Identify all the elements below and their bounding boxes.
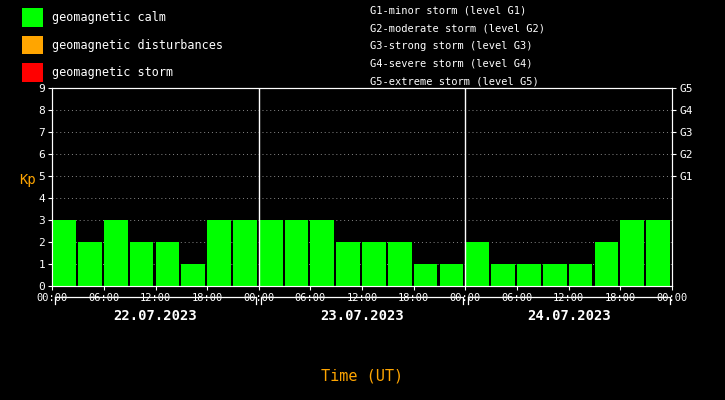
Bar — [181, 264, 205, 286]
Bar — [568, 264, 592, 286]
Bar — [130, 242, 154, 286]
Bar — [517, 264, 541, 286]
Bar — [465, 242, 489, 286]
Text: geomagnetic storm: geomagnetic storm — [51, 66, 173, 79]
Bar — [646, 220, 670, 286]
Text: G2-moderate storm (level G2): G2-moderate storm (level G2) — [370, 23, 544, 33]
Bar — [207, 220, 231, 286]
Text: 22.07.2023: 22.07.2023 — [114, 308, 197, 322]
Bar — [22, 8, 43, 27]
Bar — [621, 220, 644, 286]
Bar — [672, 220, 696, 286]
Text: 23.07.2023: 23.07.2023 — [320, 308, 404, 322]
Bar — [104, 220, 128, 286]
Bar — [543, 264, 567, 286]
Bar — [414, 264, 437, 286]
Bar — [285, 220, 308, 286]
Bar — [259, 220, 283, 286]
Bar — [22, 63, 43, 82]
Bar — [78, 242, 102, 286]
Bar — [233, 220, 257, 286]
Text: G3-strong storm (level G3): G3-strong storm (level G3) — [370, 41, 532, 51]
Bar — [336, 242, 360, 286]
Text: 24.07.2023: 24.07.2023 — [527, 308, 610, 322]
Text: G5-extreme storm (level G5): G5-extreme storm (level G5) — [370, 76, 539, 86]
Bar — [594, 242, 618, 286]
Y-axis label: Kp: Kp — [19, 173, 36, 187]
Bar — [362, 242, 386, 286]
Text: Time (UT): Time (UT) — [321, 368, 403, 384]
Bar — [155, 242, 179, 286]
Text: G4-severe storm (level G4): G4-severe storm (level G4) — [370, 58, 532, 68]
Bar — [22, 36, 43, 54]
Text: geomagnetic calm: geomagnetic calm — [51, 11, 166, 24]
Bar — [388, 242, 412, 286]
Text: geomagnetic disturbances: geomagnetic disturbances — [51, 38, 223, 52]
Bar — [439, 264, 463, 286]
Bar — [492, 264, 515, 286]
Bar — [52, 220, 76, 286]
Bar — [310, 220, 334, 286]
Bar — [465, 242, 489, 286]
Text: G1-minor storm (level G1): G1-minor storm (level G1) — [370, 6, 526, 16]
